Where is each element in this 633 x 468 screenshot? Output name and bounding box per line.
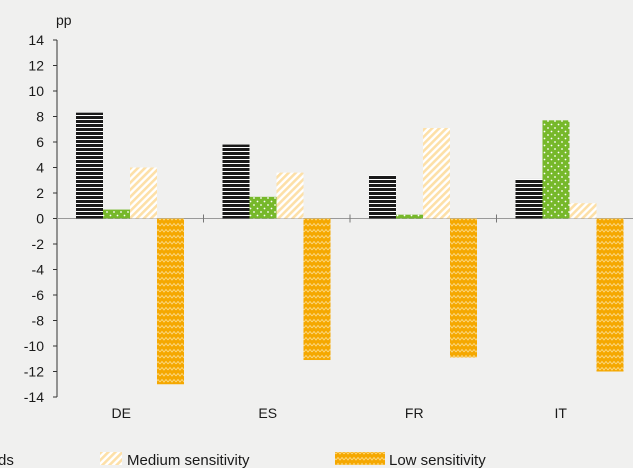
y-tick-label: 6 [36, 134, 44, 150]
y-tick-label: 10 [28, 83, 44, 99]
bar-it-series-2 [542, 120, 570, 219]
bar-de-series-3 [130, 167, 157, 219]
bar-it-series-4 [596, 218, 624, 372]
y-tick-label: 0 [36, 211, 44, 227]
y-tick-label: -4 [32, 262, 45, 278]
bar-it-series-1 [515, 178, 543, 219]
y-tick-label: -10 [24, 338, 44, 354]
y-tick-label: 4 [36, 160, 44, 176]
legend-swatch-medium-sensitivity [100, 452, 122, 465]
y-tick-label: -12 [24, 364, 44, 380]
bar-de-series-2 [103, 209, 130, 219]
bar-de-series-1 [76, 112, 103, 219]
legend-label-series-1: ds [0, 452, 14, 468]
y-tick-label: 8 [36, 109, 44, 125]
y-axis-unit-label: pp [56, 12, 72, 28]
bar-de-series-4 [157, 218, 184, 385]
y-tick-label: 12 [28, 58, 44, 74]
bar-it-series-3 [569, 203, 597, 219]
chart-legend: ds Medium sensitivity Low sensitivity [0, 452, 486, 468]
bar-es-series-2 [249, 196, 277, 219]
y-tick-label: -6 [32, 287, 45, 303]
y-tick-label: 14 [28, 32, 44, 48]
bar-es-series-3 [276, 172, 304, 219]
bar-fr-series-3 [423, 127, 450, 219]
legend-label-medium-sensitivity: Medium sensitivity [127, 452, 250, 468]
bar-fr-series-2 [396, 214, 423, 219]
category-label-es: ES [258, 405, 277, 421]
legend-swatch-low-sensitivity [335, 452, 385, 465]
y-tick-label: -8 [32, 313, 45, 329]
bar-fr-series-1 [369, 175, 396, 219]
bar-es-series-4 [303, 218, 331, 361]
category-label-it: IT [555, 405, 568, 421]
y-tick-label: 2 [36, 185, 44, 201]
bar-es-series-1 [222, 144, 250, 219]
bar-fr-series-4 [450, 218, 477, 358]
legend-label-low-sensitivity: Low sensitivity [389, 452, 486, 468]
chart-labels: 14 12 10 8 6 4 2 0 -2 -4 -6 -8 -10 -12 -14 DE ES FR IT [24, 32, 568, 421]
y-tick-label: -14 [24, 389, 44, 405]
chart-bars [76, 112, 624, 385]
category-label-fr: FR [405, 405, 424, 421]
category-label-de: DE [112, 405, 131, 421]
y-tick-label: -2 [32, 236, 45, 252]
